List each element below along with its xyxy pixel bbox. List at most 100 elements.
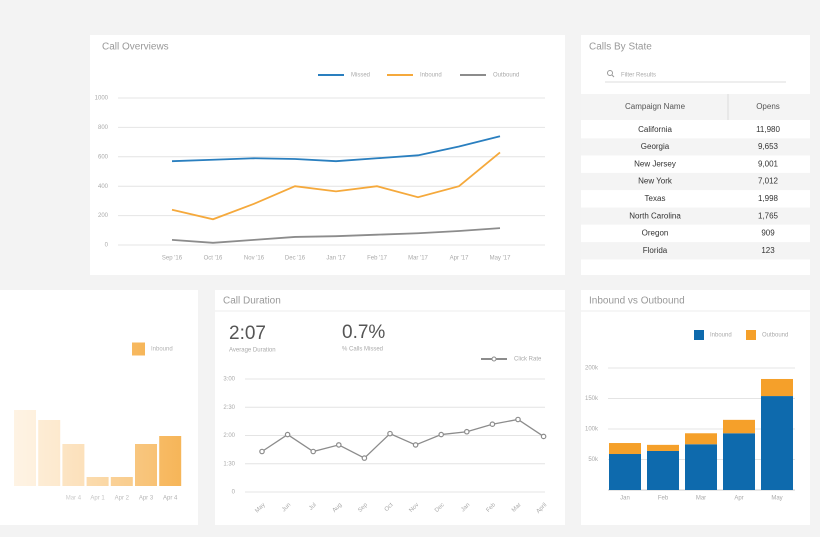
x-tick-label: Nov '16	[244, 256, 265, 262]
data-point	[284, 431, 291, 438]
data-point	[310, 448, 317, 455]
bar-segment	[609, 454, 641, 490]
data-line	[261, 418, 544, 459]
data-point	[489, 421, 496, 428]
stat-label: % Calls Missed	[342, 347, 383, 353]
x-tick-label: Aug	[332, 502, 344, 514]
bar-segment	[647, 444, 679, 451]
table-row	[581, 155, 810, 173]
x-tick-label: Apr '17	[450, 256, 469, 262]
x-tick-label: Feb '17	[367, 256, 387, 262]
data-line	[171, 151, 501, 221]
search-icon	[607, 70, 613, 76]
y-tick-label: 2:00	[223, 433, 235, 439]
legend-label: Inbound	[710, 333, 732, 339]
y-tick-label: 400	[98, 184, 109, 190]
bar-segment	[761, 396, 793, 490]
data-point	[259, 448, 265, 455]
table-cell: 1,998	[758, 194, 779, 203]
legend-swatch	[491, 356, 497, 362]
table-header	[581, 94, 810, 120]
table-row	[581, 172, 810, 191]
data-line	[171, 227, 501, 244]
panel	[90, 35, 565, 275]
legend-swatch	[694, 330, 704, 340]
table-cell: 7,012	[758, 177, 779, 186]
panel-title: Call Overviews	[102, 42, 169, 53]
x-tick-label: Mar '17	[408, 256, 428, 262]
table-cell: 9,001	[758, 159, 779, 168]
table-cell: 123	[761, 246, 775, 255]
legend-label: Outbound	[762, 333, 788, 339]
y-tick-label: 200k	[585, 366, 599, 372]
table-cell: New Jersey	[634, 159, 676, 168]
table-cell: 11,980	[756, 125, 780, 134]
data-point	[387, 430, 393, 437]
search-input[interactable]: Filter Results	[621, 73, 656, 79]
bar-segment	[723, 419, 755, 434]
data-point	[412, 442, 419, 448]
table-cell: 1,765	[758, 211, 779, 220]
panel-title: Call Duration	[223, 296, 281, 307]
x-tick-label: Mar	[696, 496, 706, 502]
x-tick-label: Feb	[658, 496, 669, 502]
x-tick-label: Dec	[434, 502, 446, 514]
x-tick-label: Apr	[734, 496, 743, 502]
data-point	[438, 431, 445, 438]
x-tick-label: Mar	[511, 502, 523, 514]
table-cell: North Carolina	[629, 211, 681, 220]
data-point	[515, 416, 521, 423]
table-cell: Oregon	[642, 229, 669, 238]
column-header[interactable]: Campaign Name	[625, 102, 686, 111]
legend-label: Outbound	[493, 73, 519, 79]
y-tick-label: 3:00	[223, 377, 235, 383]
x-tick-label: Dec '16	[285, 256, 306, 262]
stat-value: 2:07	[229, 323, 266, 344]
x-tick-label: Oct '16	[204, 256, 223, 262]
table-cell: Georgia	[641, 142, 670, 151]
bar-segment	[609, 443, 641, 455]
x-tick-label: Nov	[408, 502, 420, 514]
bar-segment	[647, 450, 679, 490]
table-cell: California	[638, 125, 672, 134]
x-tick-label: Jan '17	[326, 256, 346, 262]
table-row	[581, 121, 810, 139]
y-tick-label: 1:30	[223, 461, 235, 467]
table-cell: New York	[638, 177, 673, 186]
table-cell: Texas	[645, 194, 666, 203]
bar-segment	[723, 433, 755, 490]
x-tick-label: Jun	[281, 502, 292, 513]
y-tick-label: 1000	[95, 96, 109, 102]
panel-title: Calls By State	[589, 42, 652, 53]
y-tick-label: 50k	[588, 457, 599, 463]
y-tick-label: 800	[98, 125, 109, 131]
data-point	[540, 433, 547, 440]
legend-label: Click Rate	[514, 357, 542, 363]
stat-value: 0.7%	[342, 322, 385, 343]
y-tick-label: 200	[98, 213, 109, 219]
y-tick-label: 2:30	[223, 405, 235, 411]
x-tick-label: May	[771, 496, 782, 502]
table-row	[581, 190, 810, 208]
table-row	[581, 224, 810, 243]
bar-segment	[685, 433, 717, 445]
data-point	[335, 442, 342, 448]
x-tick-label: Jan	[460, 502, 471, 513]
legend-label: Missed	[351, 73, 370, 79]
table-cell: 909	[761, 229, 775, 238]
table-cell: Florida	[643, 246, 668, 255]
x-tick-label: Jul	[308, 502, 318, 512]
bar-segment	[685, 444, 717, 490]
x-tick-label: Jan	[620, 496, 630, 502]
table-row	[581, 242, 810, 260]
table-cell: 9,653	[758, 142, 779, 151]
x-tick-label: May '17	[490, 256, 511, 262]
y-tick-label: 0	[232, 490, 236, 496]
data-point	[361, 455, 368, 461]
search-icon	[611, 74, 615, 78]
column-header[interactable]: Opens	[756, 102, 780, 111]
legend-swatch	[746, 330, 756, 340]
legend-label: Inbound	[420, 73, 442, 79]
y-tick-label: 0	[105, 243, 109, 249]
